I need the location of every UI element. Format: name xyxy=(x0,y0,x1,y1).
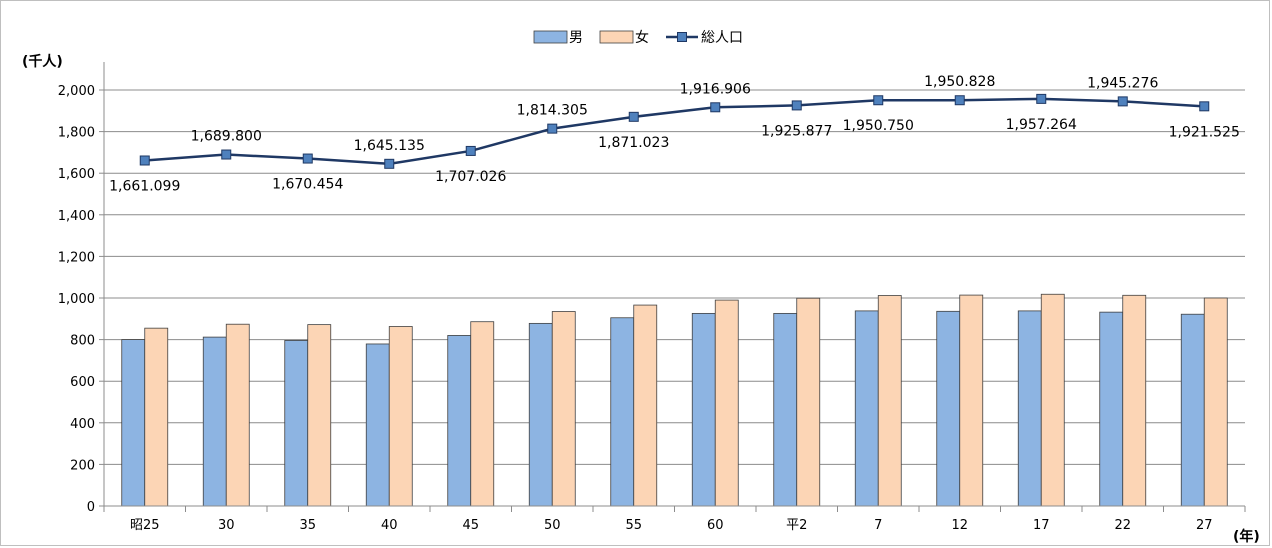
legend-swatch-男 xyxy=(533,30,568,44)
x-axis-unit: (年) xyxy=(1233,528,1260,545)
legend: 男 女 総人口 xyxy=(533,29,743,46)
axis-layer: 0 200 400 600 800 1,000 1,200 1,400 1,600 1,800 2,… xyxy=(58,62,1246,533)
line-layer xyxy=(139,93,1210,169)
point-総人口 xyxy=(954,95,965,106)
x-tick-label: 7 xyxy=(874,518,882,533)
point-総人口 xyxy=(710,102,721,113)
bar-女 xyxy=(796,297,821,507)
data-label: 1,957.264 xyxy=(1006,117,1077,133)
bar-女 xyxy=(470,321,495,507)
bar-女 xyxy=(144,327,169,507)
bar-男 xyxy=(691,312,716,507)
point-総人口 xyxy=(628,111,639,122)
data-label: 1,916.906 xyxy=(680,81,751,97)
legend-label-総人口: 総人口 xyxy=(701,30,743,46)
y-tick-label: 600 xyxy=(70,375,95,390)
point-総人口 xyxy=(302,153,313,164)
y-tick-label: 2,000 xyxy=(58,84,95,99)
point-総人口 xyxy=(1036,93,1047,104)
legend-label-男: 男 xyxy=(569,30,583,46)
bar-男 xyxy=(447,335,472,507)
y-tick-label: 1,400 xyxy=(58,209,95,224)
x-tick-label: 40 xyxy=(381,518,398,533)
data-label: 1,925.877 xyxy=(761,123,832,139)
y-tick-label: 1,800 xyxy=(58,126,95,141)
point-総人口 xyxy=(221,149,232,160)
data-label: 1,814.305 xyxy=(517,103,588,119)
x-tick-label: 35 xyxy=(299,518,316,533)
bar-男 xyxy=(854,310,879,507)
x-tick-label: 12 xyxy=(951,518,968,533)
data-label: 1,950.828 xyxy=(924,74,995,90)
point-総人口 xyxy=(139,155,150,166)
legend-label-女: 女 xyxy=(635,29,649,46)
bar-男 xyxy=(1180,313,1205,507)
point-総人口 xyxy=(791,100,802,111)
y-tick-label: 1,600 xyxy=(58,167,95,182)
x-tick-label: 27 xyxy=(1196,518,1213,533)
bar-女 xyxy=(307,324,332,507)
data-label: 1,945.276 xyxy=(1087,75,1158,91)
bar-女 xyxy=(877,295,902,507)
bar-男 xyxy=(773,312,798,507)
grid-layer xyxy=(104,89,1245,465)
bar-女 xyxy=(388,326,413,507)
point-総人口 xyxy=(1117,96,1128,107)
point-総人口 xyxy=(465,145,476,156)
data-label: 1,661.099 xyxy=(109,178,180,194)
bar-男 xyxy=(528,322,553,507)
bar-女 xyxy=(1040,293,1065,507)
bar-女 xyxy=(714,299,739,507)
x-tick-label: 55 xyxy=(625,518,642,533)
data-label: 1,950.750 xyxy=(843,118,914,134)
bar-男 xyxy=(365,343,390,507)
data-label: 1,645.135 xyxy=(354,138,425,154)
x-tick-label: 22 xyxy=(1114,518,1131,533)
x-tick-label: 30 xyxy=(218,518,235,533)
bar-女 xyxy=(1203,297,1228,507)
bar-layer xyxy=(121,293,1228,507)
bar-男 xyxy=(936,310,961,507)
data-label: 1,921.525 xyxy=(1169,124,1240,140)
x-tick-label: 60 xyxy=(707,518,724,533)
y-tick-label: 1,200 xyxy=(58,250,95,265)
x-tick-label: 45 xyxy=(462,518,479,533)
bar-男 xyxy=(1099,311,1124,507)
y-axis-unit: (千人) xyxy=(22,53,63,70)
bar-男 xyxy=(610,317,635,507)
point-総人口 xyxy=(873,95,884,106)
legend-swatch-女 xyxy=(599,30,634,44)
bar-男 xyxy=(121,339,146,507)
y-tick-label: 1,000 xyxy=(58,292,95,307)
point-総人口 xyxy=(547,123,558,134)
x-tick-label: 昭25 xyxy=(130,518,160,533)
y-tick-label: 0 xyxy=(87,500,95,515)
bar-男 xyxy=(284,340,309,507)
bar-女 xyxy=(959,294,984,507)
bar-女 xyxy=(225,323,250,507)
y-tick-label: 800 xyxy=(70,334,95,349)
bar-女 xyxy=(633,304,658,507)
data-label: 1,689.800 xyxy=(191,129,262,145)
line-総人口 xyxy=(144,97,1205,166)
y-tick-label: 200 xyxy=(70,458,95,473)
legend-marker-総人口 xyxy=(677,32,687,42)
x-tick-label: 50 xyxy=(544,518,561,533)
bar-女 xyxy=(1122,294,1147,507)
bar-女 xyxy=(551,311,576,507)
x-tick-label: 17 xyxy=(1033,518,1050,533)
data-label: 1,871.023 xyxy=(598,135,669,151)
label-layer: 1,661.099 1,689.800 1,670.454 1,645.135 1,70… xyxy=(109,74,1240,194)
bar-男 xyxy=(202,336,227,507)
y-tick-label: 400 xyxy=(70,417,95,432)
point-総人口 xyxy=(1199,101,1210,112)
bar-男 xyxy=(1017,310,1042,507)
data-label: 1,707.026 xyxy=(435,169,506,185)
x-tick-label: 平2 xyxy=(786,518,807,533)
point-総人口 xyxy=(384,158,395,169)
data-label: 1,670.454 xyxy=(272,177,343,193)
